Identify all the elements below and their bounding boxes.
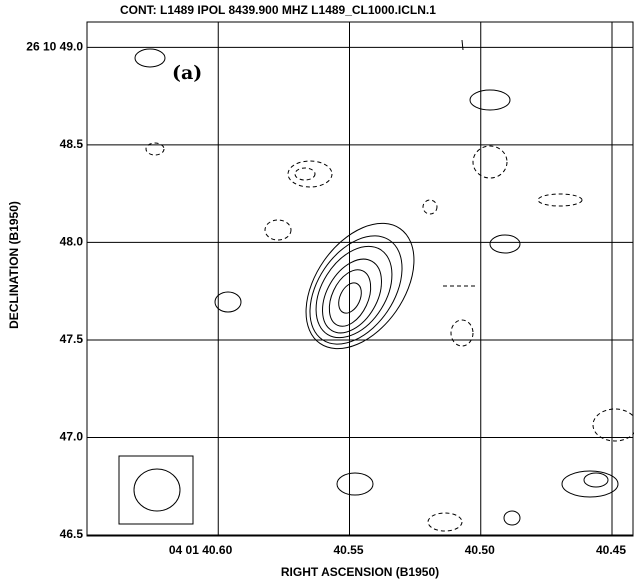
y-tick-label: 26 10 49.0 — [26, 40, 83, 54]
x-tick-label: 04 01 40.60 — [169, 543, 233, 557]
x-tick-label: 40.45 — [596, 543, 626, 557]
y-axis-label: DECLINATION (B1950) — [7, 201, 21, 329]
contours — [134, 39, 634, 532]
y-tick-label: 48.5 — [60, 137, 84, 151]
chart-title: CONT: L1489 IPOL 8439.900 MHZ L1489_CL10… — [120, 3, 436, 17]
annotation: (a) — [172, 62, 202, 84]
x-tick-label: 40.55 — [333, 543, 363, 557]
y-tick-label: 47.5 — [60, 332, 84, 346]
x-tick-label: 40.50 — [465, 543, 495, 557]
x-axis-label: RIGHT ASCENSION (B1950) — [281, 565, 439, 579]
beam — [118, 455, 194, 525]
y-tick-label: 46.5 — [60, 527, 84, 541]
y-tick-label: 47.0 — [60, 430, 84, 444]
y-tick-label: 48.0 — [60, 235, 84, 249]
plot-frame — [86, 21, 634, 537]
